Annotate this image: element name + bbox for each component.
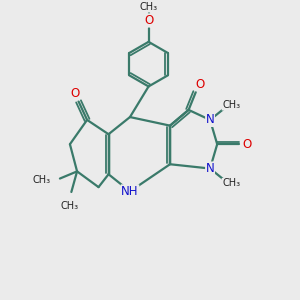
- Text: NH: NH: [121, 185, 139, 198]
- Text: O: O: [144, 14, 153, 27]
- Text: CH₃: CH₃: [61, 201, 79, 211]
- Text: N: N: [206, 162, 214, 175]
- Text: O: O: [70, 87, 80, 100]
- Text: CH₃: CH₃: [33, 175, 51, 185]
- Text: N: N: [206, 113, 214, 126]
- Text: O: O: [242, 138, 251, 151]
- Text: O: O: [195, 78, 205, 91]
- Text: CH₃: CH₃: [140, 2, 158, 12]
- Text: CH₃: CH₃: [222, 178, 240, 188]
- Text: CH₃: CH₃: [222, 100, 240, 110]
